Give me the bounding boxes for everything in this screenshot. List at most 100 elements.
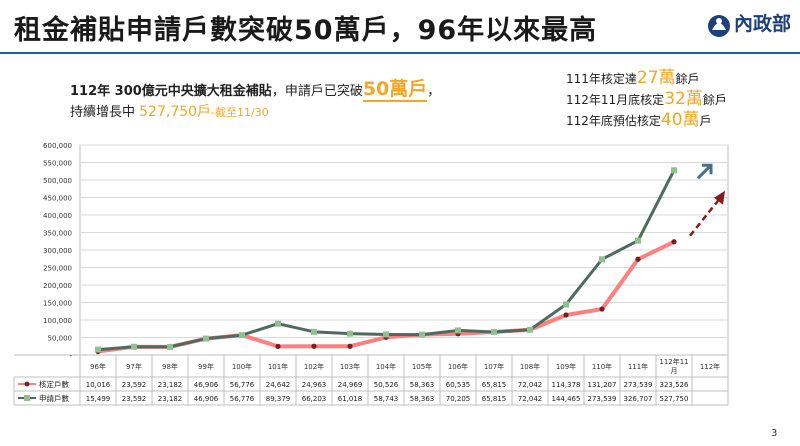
data-label: 46,906 bbox=[194, 395, 219, 403]
y-tick-label: 150,000 bbox=[43, 300, 72, 308]
note-line1-suffix: ， bbox=[427, 84, 441, 99]
data-point bbox=[671, 239, 677, 245]
data-point bbox=[311, 343, 317, 349]
x-tick-label: 98年 bbox=[162, 362, 178, 371]
data-label: 56,776 bbox=[230, 381, 255, 389]
x-tick-label: 106年 bbox=[448, 362, 468, 371]
data-label: 23,592 bbox=[122, 395, 147, 403]
data-label: 58,363 bbox=[410, 381, 435, 389]
x-tick-label: 108年 bbox=[520, 362, 540, 371]
data-point bbox=[95, 346, 101, 353]
ministry-name: 內政部 bbox=[734, 13, 792, 35]
side-note-2: 112年11月底核定32萬餘戶 bbox=[566, 89, 727, 109]
x-tick-label: 97年 bbox=[126, 362, 142, 371]
up-arrow-red-icon bbox=[689, 194, 723, 237]
data-point bbox=[491, 328, 497, 335]
y-tick-label: 250,000 bbox=[43, 265, 72, 273]
data-label: 23,182 bbox=[158, 381, 183, 389]
data-label: 46,906 bbox=[194, 381, 219, 389]
data-label: 23,592 bbox=[122, 381, 147, 389]
data-label: 61,018 bbox=[338, 395, 363, 403]
legend-label: 申請戶數 bbox=[39, 393, 69, 403]
side-note-3: 112年底預估核定40萬戶 bbox=[566, 110, 712, 130]
data-label: 131,207 bbox=[588, 381, 617, 389]
data-label: 65,815 bbox=[482, 395, 507, 403]
y-tick-label: 100,000 bbox=[43, 317, 72, 325]
up-arrow-blue-head-icon bbox=[702, 163, 713, 175]
side-notes: 111年核定達27萬餘戶 112年11月底核定32萬餘戶 112年底預估核定40… bbox=[566, 68, 727, 131]
data-label: 273,539 bbox=[588, 395, 617, 403]
y-tick-label: 400,000 bbox=[43, 212, 72, 220]
data-label: 144,465 bbox=[552, 395, 581, 403]
x-tick-label: 101年 bbox=[268, 362, 288, 371]
data-point bbox=[635, 237, 641, 244]
headline-note: 112年 300億元中央擴大租金補貼，申請戶已突破50萬戶， 持續增長中 527… bbox=[70, 78, 441, 123]
data-label: 50,526 bbox=[374, 381, 399, 389]
data-label: 58,743 bbox=[374, 395, 399, 403]
x-tick-label: 107年 bbox=[484, 362, 504, 371]
data-point bbox=[527, 326, 533, 333]
data-label: 24,963 bbox=[302, 381, 327, 389]
data-label: 24,969 bbox=[338, 381, 363, 389]
data-label: 273,539 bbox=[624, 381, 653, 389]
x-tick-label: 109年 bbox=[556, 362, 576, 371]
data-point bbox=[167, 343, 173, 350]
data-label: 89,379 bbox=[266, 395, 291, 403]
x-tick-label: 96年 bbox=[90, 362, 106, 371]
data-label: 114,378 bbox=[552, 381, 581, 389]
data-label: 60,535 bbox=[446, 381, 471, 389]
note-line2-prefix: 持續增長中 bbox=[70, 105, 140, 120]
data-point bbox=[275, 343, 281, 349]
x-tick-label: 100年 bbox=[232, 362, 252, 371]
y-tick-label: 450,000 bbox=[43, 195, 72, 203]
data-label: 23,182 bbox=[158, 395, 183, 403]
legend-label: 核定戶數 bbox=[39, 379, 69, 389]
data-point bbox=[419, 331, 425, 338]
data-point bbox=[203, 335, 209, 342]
data-label: 56,776 bbox=[230, 395, 255, 403]
ministry-logo bbox=[708, 15, 730, 37]
x-tick-label: 112年 bbox=[700, 362, 720, 371]
data-point bbox=[455, 327, 461, 334]
data-point bbox=[275, 320, 281, 327]
x-tick-label: 99年 bbox=[198, 362, 214, 371]
y-tick-label: 50,000 bbox=[48, 335, 73, 343]
data-label: 66,203 bbox=[302, 395, 327, 403]
page-title: 租金補貼申請戶數突破50萬戶，96年以來最高 bbox=[14, 15, 598, 46]
note-value: 527,750戶 bbox=[139, 104, 212, 120]
data-point bbox=[563, 301, 569, 308]
data-point bbox=[599, 306, 605, 312]
x-tick-label: 111年 bbox=[628, 362, 648, 371]
side-note-1: 111年核定達27萬餘戶 bbox=[566, 68, 700, 88]
data-label: 70,205 bbox=[446, 395, 471, 403]
up-arrow-blue-icon bbox=[696, 165, 712, 180]
data-point bbox=[347, 343, 353, 349]
page-number: 3 bbox=[771, 428, 778, 439]
x-tick-label: 102年 bbox=[304, 362, 324, 371]
data-label: 24,642 bbox=[266, 381, 291, 389]
legend-marker bbox=[24, 395, 30, 401]
x-tick-label: 112年11 月 bbox=[659, 357, 688, 375]
ministry-seal-icon bbox=[708, 15, 730, 37]
data-point bbox=[131, 343, 137, 350]
data-point bbox=[347, 330, 353, 337]
data-label: 65,815 bbox=[482, 381, 507, 389]
data-point bbox=[635, 256, 641, 262]
y-tick-label: 200,000 bbox=[43, 282, 72, 290]
y-tick-label: - bbox=[69, 352, 72, 360]
x-tick-label: 110年 bbox=[592, 362, 612, 371]
legend-marker bbox=[24, 381, 30, 387]
data-label: 323,526 bbox=[660, 381, 689, 389]
note-highlight: 50萬戶 bbox=[362, 78, 428, 102]
y-tick-label: 350,000 bbox=[43, 230, 72, 238]
data-point bbox=[239, 332, 245, 339]
data-label: 72,042 bbox=[518, 395, 543, 403]
data-label: 326,707 bbox=[624, 395, 653, 403]
x-tick-label: 104年 bbox=[376, 362, 396, 371]
data-point bbox=[671, 167, 677, 174]
title-divider bbox=[0, 52, 800, 54]
data-label: 10,016 bbox=[86, 381, 111, 389]
data-label: 527,750 bbox=[660, 395, 689, 403]
data-label: 15,499 bbox=[86, 395, 111, 403]
